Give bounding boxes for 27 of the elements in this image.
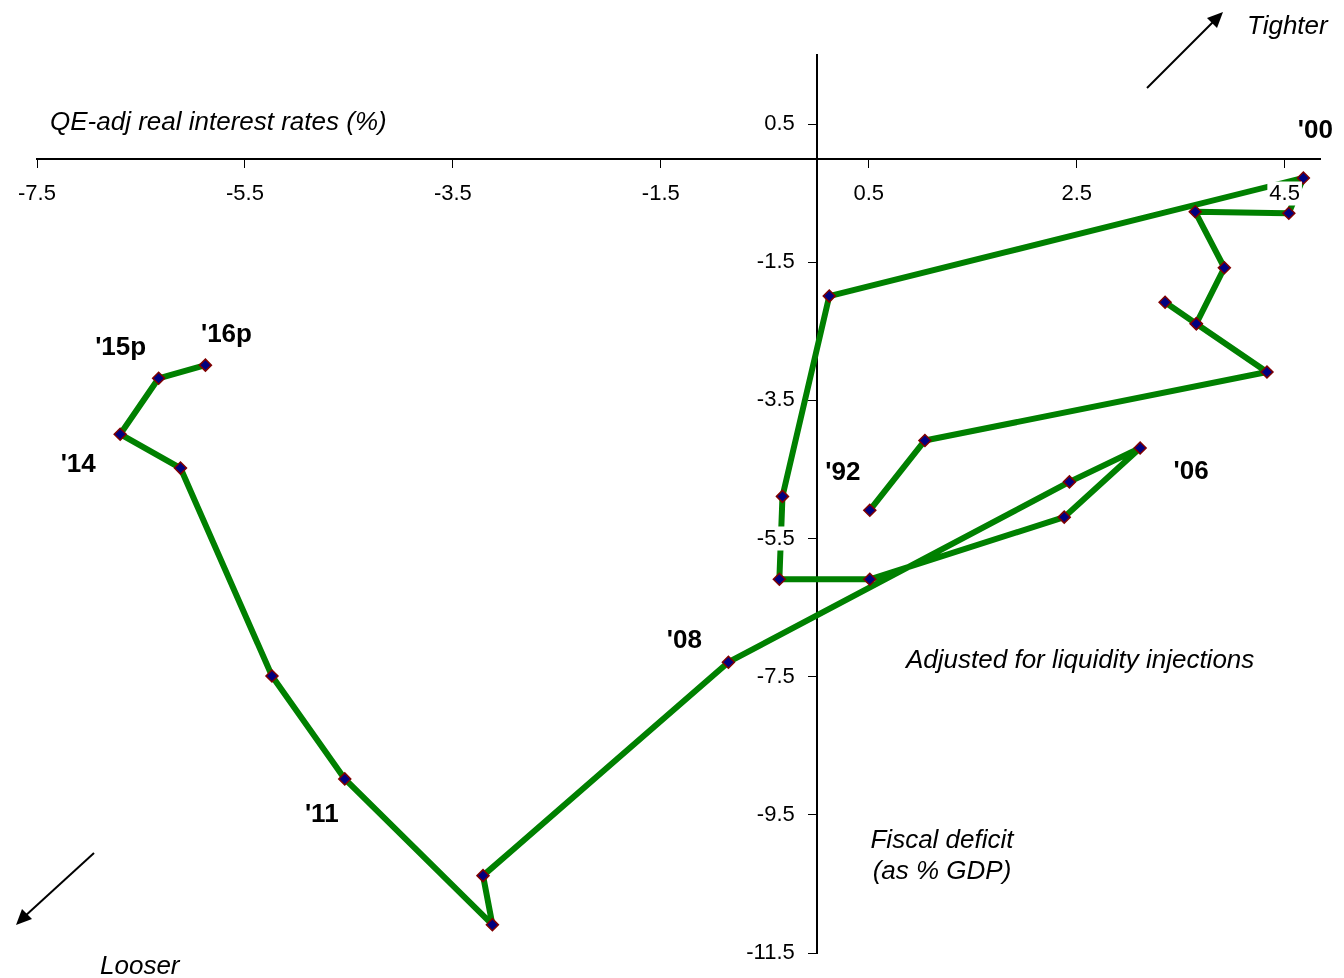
x-tick-label: -7.5 xyxy=(18,179,56,205)
annotation: '00 xyxy=(1297,114,1333,145)
x-tick-label: -3.5 xyxy=(433,179,472,205)
x-tick-label: -5.5 xyxy=(225,179,264,205)
x-tick-label: 0.5 xyxy=(853,179,885,205)
text: Tighter xyxy=(1247,10,1328,41)
annotation: '11 xyxy=(304,798,339,829)
annotation: Adjusted for liquidity injections xyxy=(906,644,1255,675)
y-tick-label: -11.5 xyxy=(746,939,795,965)
annotation: '16p xyxy=(200,318,252,349)
y-tick-label: -3.5 xyxy=(756,386,795,412)
y-tick-label: -7.5 xyxy=(756,662,795,688)
y-tick-label: -9.5 xyxy=(756,800,795,826)
x-tick-label: -1.5 xyxy=(641,179,680,205)
y-axis-title: Fiscal deficit (as % GDP) xyxy=(869,824,1016,886)
x-axis-title: QE-adj real interest rates (%) xyxy=(50,106,387,137)
y-tick-label: -1.5 xyxy=(756,248,795,274)
x-tick-label: 4.5 xyxy=(1269,179,1300,205)
annotation: '14 xyxy=(60,448,97,479)
annotation: Looser xyxy=(100,950,180,978)
annotation: '08 xyxy=(666,624,702,655)
x-tick-label: 2.5 xyxy=(1061,179,1093,205)
y-tick-label: 0.5 xyxy=(764,110,795,136)
annotation: '15p xyxy=(95,331,147,362)
y-tick-label: -5.5 xyxy=(756,524,795,550)
annotation: '06 xyxy=(1173,455,1209,486)
annotation: '92 xyxy=(825,456,861,487)
